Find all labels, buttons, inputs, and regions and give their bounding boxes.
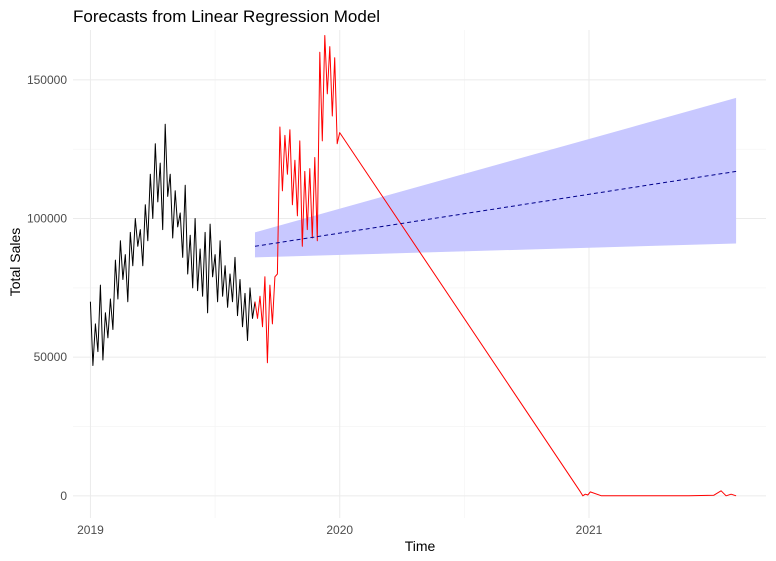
confidence-band-layer xyxy=(254,97,737,258)
x-tick-label: 2021 xyxy=(576,523,603,537)
x-tick-label: 2019 xyxy=(77,523,104,537)
x-axis-ticks: 2019 2020 2021 xyxy=(77,523,603,537)
x-tick-label: 2020 xyxy=(326,523,353,537)
series-layer xyxy=(89,35,737,497)
y-tick-label: 0 xyxy=(60,489,67,503)
chart-title: Forecasts from Linear Regression Model xyxy=(73,7,380,26)
y-tick-label: 100000 xyxy=(27,212,67,226)
actual-line xyxy=(254,35,737,497)
y-axis-ticks: 0 50000 100000 150000 xyxy=(27,73,67,503)
y-tick-label: 50000 xyxy=(34,350,68,364)
x-axis-title: Time xyxy=(405,538,436,554)
history-line xyxy=(89,123,256,366)
confidence-band xyxy=(254,97,737,258)
y-tick-label: 150000 xyxy=(27,73,67,87)
y-axis-title: Total Sales xyxy=(7,228,23,296)
